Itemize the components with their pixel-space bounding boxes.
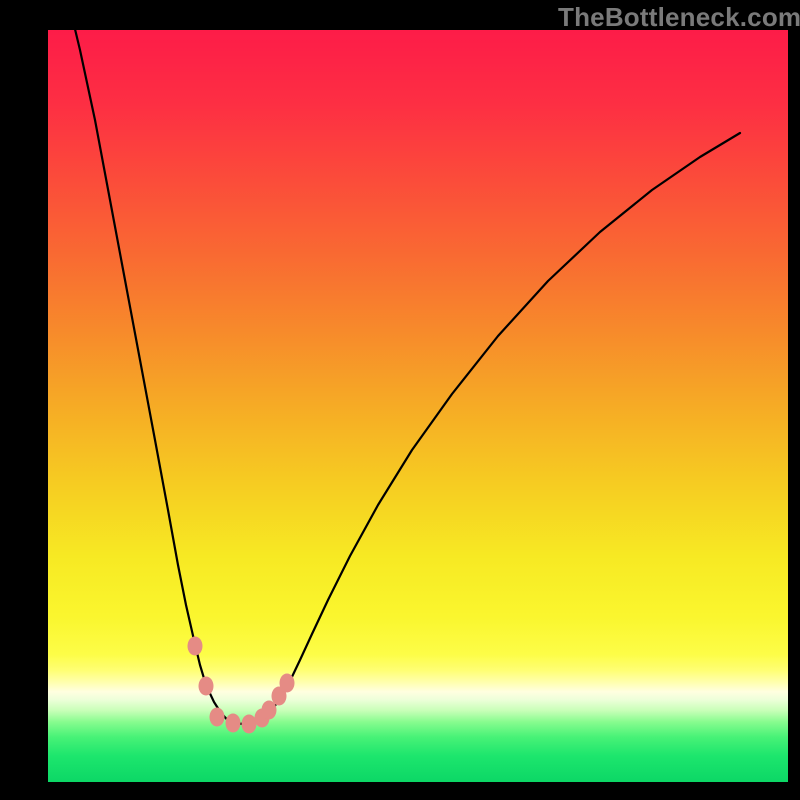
plot-area <box>48 30 788 782</box>
curve-marker <box>210 708 225 727</box>
watermark-text: TheBottleneck.com <box>558 2 800 33</box>
curve-marker <box>188 637 203 656</box>
curve-marker <box>199 677 214 696</box>
curve-marker <box>280 674 295 693</box>
curve-marker <box>226 714 241 733</box>
chart-svg <box>48 30 788 782</box>
gradient-background <box>48 30 788 782</box>
curve-marker <box>242 715 257 734</box>
